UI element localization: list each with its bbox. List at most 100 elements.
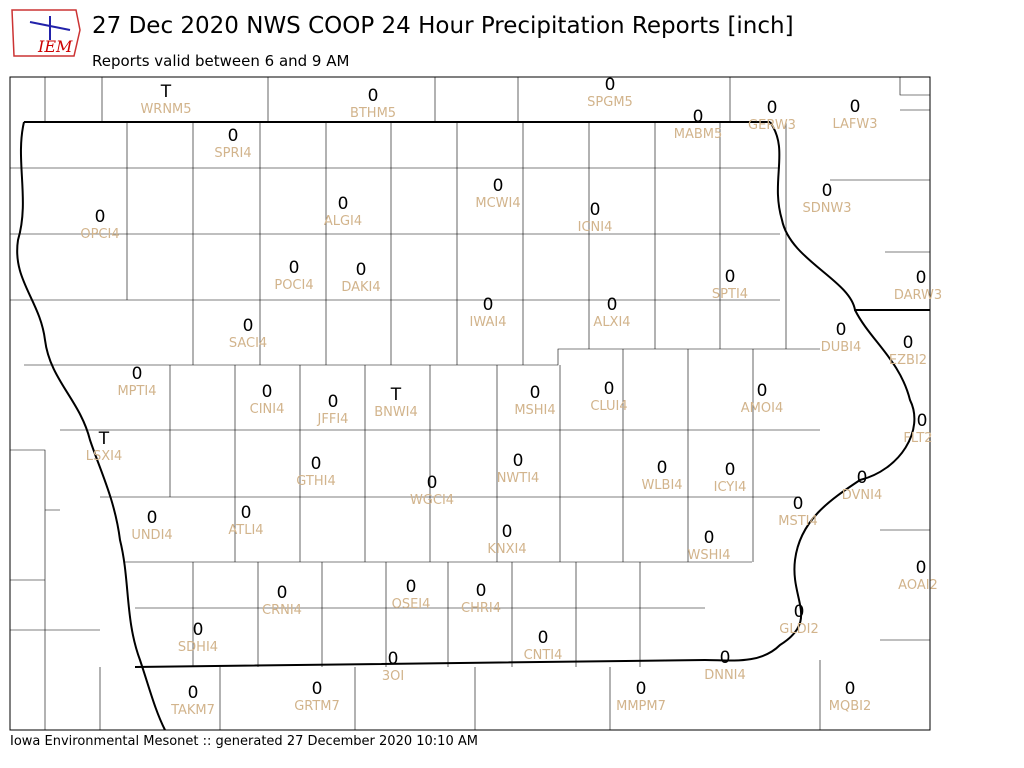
station-value: 0 — [483, 295, 494, 315]
station-id: SACI4 — [229, 336, 267, 351]
station-id: JFFI4 — [317, 412, 349, 427]
station-value: 0 — [493, 176, 504, 196]
station-id: DUBI4 — [821, 340, 862, 355]
station-value: 0 — [590, 200, 601, 220]
station-id: AOAI2 — [898, 578, 938, 593]
station-value: 0 — [836, 320, 847, 340]
station-value: T — [160, 82, 172, 102]
station-id: CRNI4 — [262, 603, 302, 618]
station-value: 0 — [604, 379, 615, 399]
station-id: BNWI4 — [374, 405, 418, 420]
station-value: 0 — [530, 383, 541, 403]
station-id: MPTI4 — [117, 384, 156, 399]
station-id: MSTI4 — [778, 514, 818, 529]
station-value: 0 — [636, 679, 647, 699]
station-value: 0 — [607, 295, 618, 315]
station-id: WSHI4 — [688, 548, 731, 563]
station-value: 0 — [356, 260, 367, 280]
station-id: GLDI2 — [779, 622, 818, 637]
station-value: T — [98, 429, 110, 449]
station-value: 0 — [704, 528, 715, 548]
station-value: 0 — [406, 577, 417, 597]
station-value: 0 — [502, 522, 513, 542]
station-value: 0 — [262, 382, 273, 402]
station-value: 0 — [277, 583, 288, 603]
stations: TWRNM50BTHM50SPGM50MABM50GERW30LAFW30SPR… — [80, 75, 942, 718]
station-id: SPRI4 — [214, 146, 251, 161]
station-id: ALXI4 — [593, 315, 630, 330]
station-value: 0 — [188, 683, 199, 703]
subtitle: Reports valid between 6 and 9 AM — [92, 52, 349, 70]
station-id: ATLI4 — [228, 523, 263, 538]
station-id: MABM5 — [674, 127, 723, 142]
station-value: 0 — [147, 508, 158, 528]
logo-text: IEM — [37, 37, 73, 56]
station-value: 0 — [513, 451, 524, 471]
footer: Iowa Environmental Mesonet :: generated … — [10, 734, 478, 749]
station-id: KNXI4 — [487, 542, 526, 557]
station-id: LSXI4 — [86, 449, 123, 464]
station-id: CINI4 — [250, 402, 285, 417]
station-id: OPCI4 — [80, 227, 119, 242]
station-id: GRTM7 — [294, 699, 340, 714]
station-value: 0 — [845, 679, 856, 699]
station-id: TAKM7 — [170, 703, 215, 718]
station-value: 0 — [289, 258, 300, 278]
station-id: ICNI4 — [578, 220, 613, 235]
station-value: 0 — [328, 392, 339, 412]
station-value: 0 — [193, 620, 204, 640]
station-id: DVNI4 — [842, 488, 883, 503]
station-id: SPGM5 — [587, 95, 633, 110]
station-value: 0 — [388, 649, 399, 669]
station-id: 3OI — [382, 669, 404, 684]
station-id: MQBI2 — [829, 699, 871, 714]
station-value: 0 — [822, 181, 833, 201]
station-id: GTHI4 — [296, 474, 335, 489]
station-id: SPTI4 — [712, 287, 748, 302]
station-value: 0 — [132, 364, 143, 384]
station-value: 0 — [757, 381, 768, 401]
station-id: UNDI4 — [131, 528, 172, 543]
station-value: 0 — [312, 679, 323, 699]
station-id: ALGI4 — [324, 214, 362, 229]
station-id: NWTI4 — [497, 471, 540, 486]
station-id: DNNI4 — [704, 668, 746, 683]
station-id: CHRI4 — [461, 601, 501, 616]
station-id: BTHM5 — [350, 106, 396, 121]
station-value: 0 — [243, 316, 254, 336]
station-value: 0 — [903, 333, 914, 353]
station-id: GERW3 — [748, 118, 796, 133]
station-id: ICYI4 — [714, 480, 747, 495]
station-value: 0 — [427, 473, 438, 493]
station-value: 0 — [241, 503, 252, 523]
station-value: 0 — [850, 97, 861, 117]
station-id: OSEI4 — [392, 597, 431, 612]
station-id: WRNM5 — [140, 102, 191, 117]
map-frame — [9, 76, 931, 731]
station-id: LAFW3 — [832, 117, 877, 132]
station-id: SDNW3 — [802, 201, 851, 216]
station-id: WLBI4 — [641, 478, 682, 493]
station-value: 0 — [857, 468, 868, 488]
station-value: 0 — [657, 458, 668, 478]
station-value: 0 — [228, 126, 239, 146]
station-value: 0 — [95, 207, 106, 227]
station-id: EZBI2 — [889, 353, 927, 368]
station-id: AMOI4 — [741, 401, 783, 416]
station-value: 0 — [725, 460, 736, 480]
logo: IEM — [11, 9, 81, 57]
station-value: T — [390, 385, 402, 405]
station-value: 0 — [311, 454, 322, 474]
station-id: CLUI4 — [590, 399, 627, 414]
station-value: 0 — [793, 494, 804, 514]
title: 27 Dec 2020 NWS COOP 24 Hour Precipitati… — [92, 13, 794, 39]
station-id: IWAI4 — [470, 315, 507, 330]
station-id: MSHI4 — [514, 403, 555, 418]
station-value: 0 — [794, 602, 805, 622]
station-id: MCWI4 — [475, 196, 520, 211]
station-value: 0 — [338, 194, 349, 214]
station-value: 0 — [916, 268, 927, 288]
station-id: DAKI4 — [341, 280, 380, 295]
station-value: 0 — [368, 86, 379, 106]
